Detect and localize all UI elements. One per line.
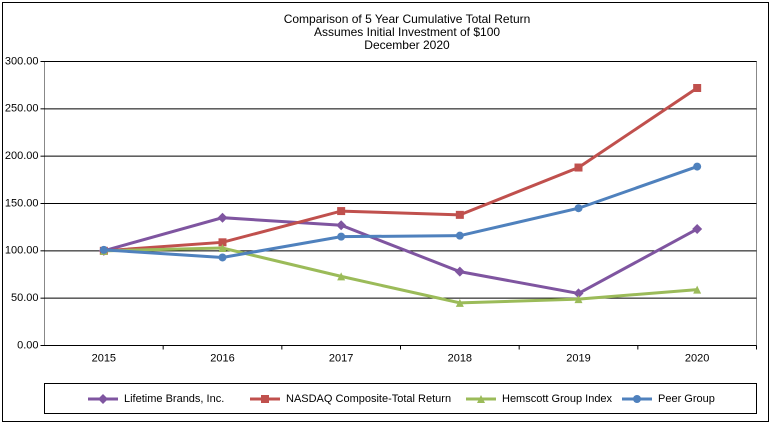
x-tick-label: 2017 xyxy=(329,352,353,364)
point xyxy=(693,84,702,93)
chart-title: Comparison of 5 Year Cumulative Total Re… xyxy=(284,12,531,26)
y-tick-label: 300.00 xyxy=(5,55,39,67)
point xyxy=(693,162,702,171)
point xyxy=(218,238,227,247)
point xyxy=(693,285,702,294)
point xyxy=(337,272,346,281)
legend-label: NASDAQ Composite-Total Return xyxy=(286,393,451,405)
chart-subtitle: Assumes Initial Investment of $100 xyxy=(314,25,500,39)
point xyxy=(455,210,464,219)
series-line xyxy=(103,165,698,259)
point xyxy=(574,163,583,172)
point xyxy=(218,243,227,252)
point xyxy=(337,207,346,216)
legend-frame xyxy=(44,383,757,414)
legend-label: Peer Group xyxy=(658,393,715,405)
legend-label: Lifetime Brands, Inc. xyxy=(124,393,224,405)
point xyxy=(573,288,584,299)
x-tick-label: 2015 xyxy=(92,352,116,364)
point xyxy=(218,253,227,262)
chart-date: December 2020 xyxy=(364,38,450,52)
y-tick-label: 100.00 xyxy=(5,245,39,257)
point xyxy=(337,232,346,241)
point xyxy=(692,224,703,235)
legend-marker xyxy=(633,395,641,403)
point xyxy=(336,220,347,231)
point xyxy=(99,245,108,254)
legend-marker xyxy=(261,395,269,403)
x-tick-label: 2016 xyxy=(210,352,234,364)
legend-label: Hemscott Group Index xyxy=(502,393,613,405)
point xyxy=(217,212,228,223)
series-line xyxy=(103,86,699,253)
point xyxy=(574,295,583,304)
y-tick-label: 150.00 xyxy=(5,197,39,209)
y-tick-label: 250.00 xyxy=(5,103,39,115)
x-tick-label: 2019 xyxy=(566,352,590,364)
point xyxy=(454,266,465,277)
y-tick-label: 200.00 xyxy=(5,150,39,162)
point xyxy=(455,231,464,240)
series-line xyxy=(103,216,698,296)
x-tick-label: 2018 xyxy=(448,352,472,364)
x-tick-label: 2020 xyxy=(685,352,709,364)
y-tick-label: 50.00 xyxy=(11,292,39,304)
y-tick-label: 0.00 xyxy=(17,339,38,351)
legend-marker xyxy=(98,394,108,404)
point xyxy=(455,298,464,307)
series-line xyxy=(103,246,698,305)
legend-marker xyxy=(477,395,485,403)
point xyxy=(574,204,583,213)
